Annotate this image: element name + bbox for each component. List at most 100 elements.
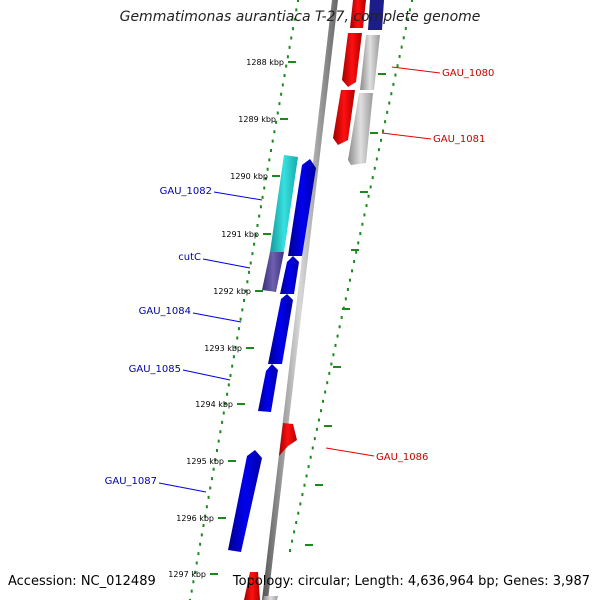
- right-track-dot: [379, 138, 382, 142]
- ruler-tick-label: 1289 kbp: [238, 115, 276, 124]
- gene-label-gau-1086[interactable]: GAU_1086: [376, 452, 428, 463]
- right-track-dot: [369, 185, 372, 189]
- left-track-dot: [244, 289, 247, 293]
- left-track-dot: [195, 561, 198, 565]
- right-track-dot: [375, 157, 378, 161]
- left-track-dot: [270, 149, 272, 152]
- left-track-dot: [261, 195, 264, 199]
- left-track-dot: [227, 383, 230, 387]
- left-track-dot: [217, 439, 220, 443]
- left-track-dot: [199, 542, 202, 546]
- left-track-dot: [204, 514, 207, 518]
- left-track-dot: [258, 214, 261, 218]
- ruler-tick-label: 1295 kbp: [186, 457, 224, 466]
- left-track-dot: [214, 458, 217, 462]
- left-track-dot: [229, 374, 232, 377]
- right-track-dot: [293, 530, 296, 534]
- accession-text: Accession: NC_012489: [8, 574, 156, 589]
- left-track-dot: [241, 308, 244, 312]
- gene-cutc-blue-arrow: [280, 256, 299, 294]
- left-track-dot: [283, 74, 286, 77]
- gene-label-gau-1082[interactable]: GAU_1082: [160, 186, 212, 197]
- right-track-dot: [320, 409, 323, 413]
- right-track-dot: [317, 418, 320, 422]
- gene-gau-1081-arrow: [333, 90, 355, 145]
- right-track-dot: [377, 148, 380, 152]
- left-track-dot: [268, 158, 271, 162]
- left-track-dot: [291, 27, 294, 31]
- right-track-dot: [348, 278, 351, 282]
- left-track-dot: [236, 336, 239, 340]
- left-track-dot: [264, 177, 267, 181]
- left-track-dot: [280, 92, 283, 96]
- left-track-dot: [194, 570, 197, 574]
- right-track-dot: [326, 381, 329, 385]
- gene-label-leader: [391, 66, 441, 74]
- right-track-dot: [363, 213, 366, 217]
- gene-bottom-red-arrow: [244, 572, 260, 600]
- gene-cutc-arrow: [262, 252, 284, 292]
- right-track-dot: [344, 297, 347, 301]
- right-track-dot: [365, 204, 368, 208]
- left-track-dot: [297, 0, 299, 2]
- gene-gau-1080-arrow: [342, 33, 362, 87]
- ruler-tick-label: 1296 kbp: [176, 514, 214, 523]
- right-track-dot: [338, 325, 341, 329]
- left-track-dot: [192, 580, 195, 584]
- ruler-tick-label: 1292 kbp: [213, 287, 251, 296]
- ruler-tick-label: 1290 kbp: [230, 172, 268, 181]
- gene-label-gau-1084[interactable]: GAU_1084: [139, 306, 191, 317]
- right-track-dot: [394, 73, 397, 77]
- right-track-dot: [340, 315, 343, 319]
- dotted-tracks: [189, 0, 413, 600]
- gene-gau-1086-arrow: [279, 423, 297, 456]
- ruler-tick-label: 1291 kbp: [221, 230, 259, 239]
- left-track-dot: [216, 449, 218, 452]
- right-track-dot: [297, 511, 300, 515]
- left-track-dot: [197, 552, 200, 556]
- right-track-dot: [384, 120, 387, 124]
- right-track-dot: [346, 287, 349, 291]
- genome-title: Gemmatimonas aurantiaca T-27, complete g…: [119, 9, 481, 25]
- gene-label-gau-1081[interactable]: GAU_1081: [433, 134, 485, 145]
- gene-label-gau-1087[interactable]: GAU_1087: [105, 476, 157, 487]
- right-track-dot: [402, 36, 405, 40]
- gene-label-gau-1085[interactable]: GAU_1085: [129, 364, 181, 375]
- right-track-dot: [392, 82, 395, 86]
- right-track-dot: [388, 101, 391, 105]
- gene-label-cutc[interactable]: cutC: [178, 252, 201, 263]
- left-track-dot: [210, 477, 213, 481]
- gene-label-leader: [202, 258, 251, 269]
- right-track-dot: [324, 390, 327, 394]
- right-track-dot: [295, 521, 298, 525]
- right-track-dot: [400, 45, 403, 49]
- right-track-dot: [359, 232, 362, 236]
- right-track-dot: [301, 493, 304, 497]
- left-track-dot: [273, 130, 276, 134]
- right-track-dot: [303, 483, 306, 487]
- left-track-dot: [232, 355, 235, 359]
- ruler-tick-label: 1297 kbp: [168, 570, 206, 579]
- left-track-dot: [202, 524, 205, 527]
- left-track-dot: [266, 167, 269, 171]
- right-track-dot: [357, 241, 360, 245]
- right-track-dot: [328, 371, 331, 375]
- gene-gau-1081-gray-arrow: [348, 93, 373, 165]
- left-track-dot: [281, 83, 284, 87]
- gene-label-gau-1080[interactable]: GAU_1080: [442, 68, 494, 79]
- left-track-dot: [231, 364, 234, 368]
- left-track-dot: [205, 505, 208, 509]
- right-track-dot: [305, 474, 308, 478]
- right-track-dot: [353, 260, 356, 264]
- right-track-dot: [336, 334, 339, 338]
- gene-gau-1084-arrow: [268, 294, 293, 364]
- left-track-dot: [293, 17, 296, 21]
- right-track-dot: [307, 465, 310, 469]
- right-track-dot: [351, 269, 354, 273]
- left-track-dot: [221, 420, 224, 424]
- gene-gau-1079b-arrow: [368, 0, 384, 30]
- right-track-dot: [291, 539, 294, 543]
- left-track-dot: [207, 495, 210, 499]
- gene-labels: GAU_1080 GAU_1081 GAU_1082 cutC GAU_1084 GAU_…: [105, 66, 494, 493]
- left-track-dot: [246, 280, 249, 284]
